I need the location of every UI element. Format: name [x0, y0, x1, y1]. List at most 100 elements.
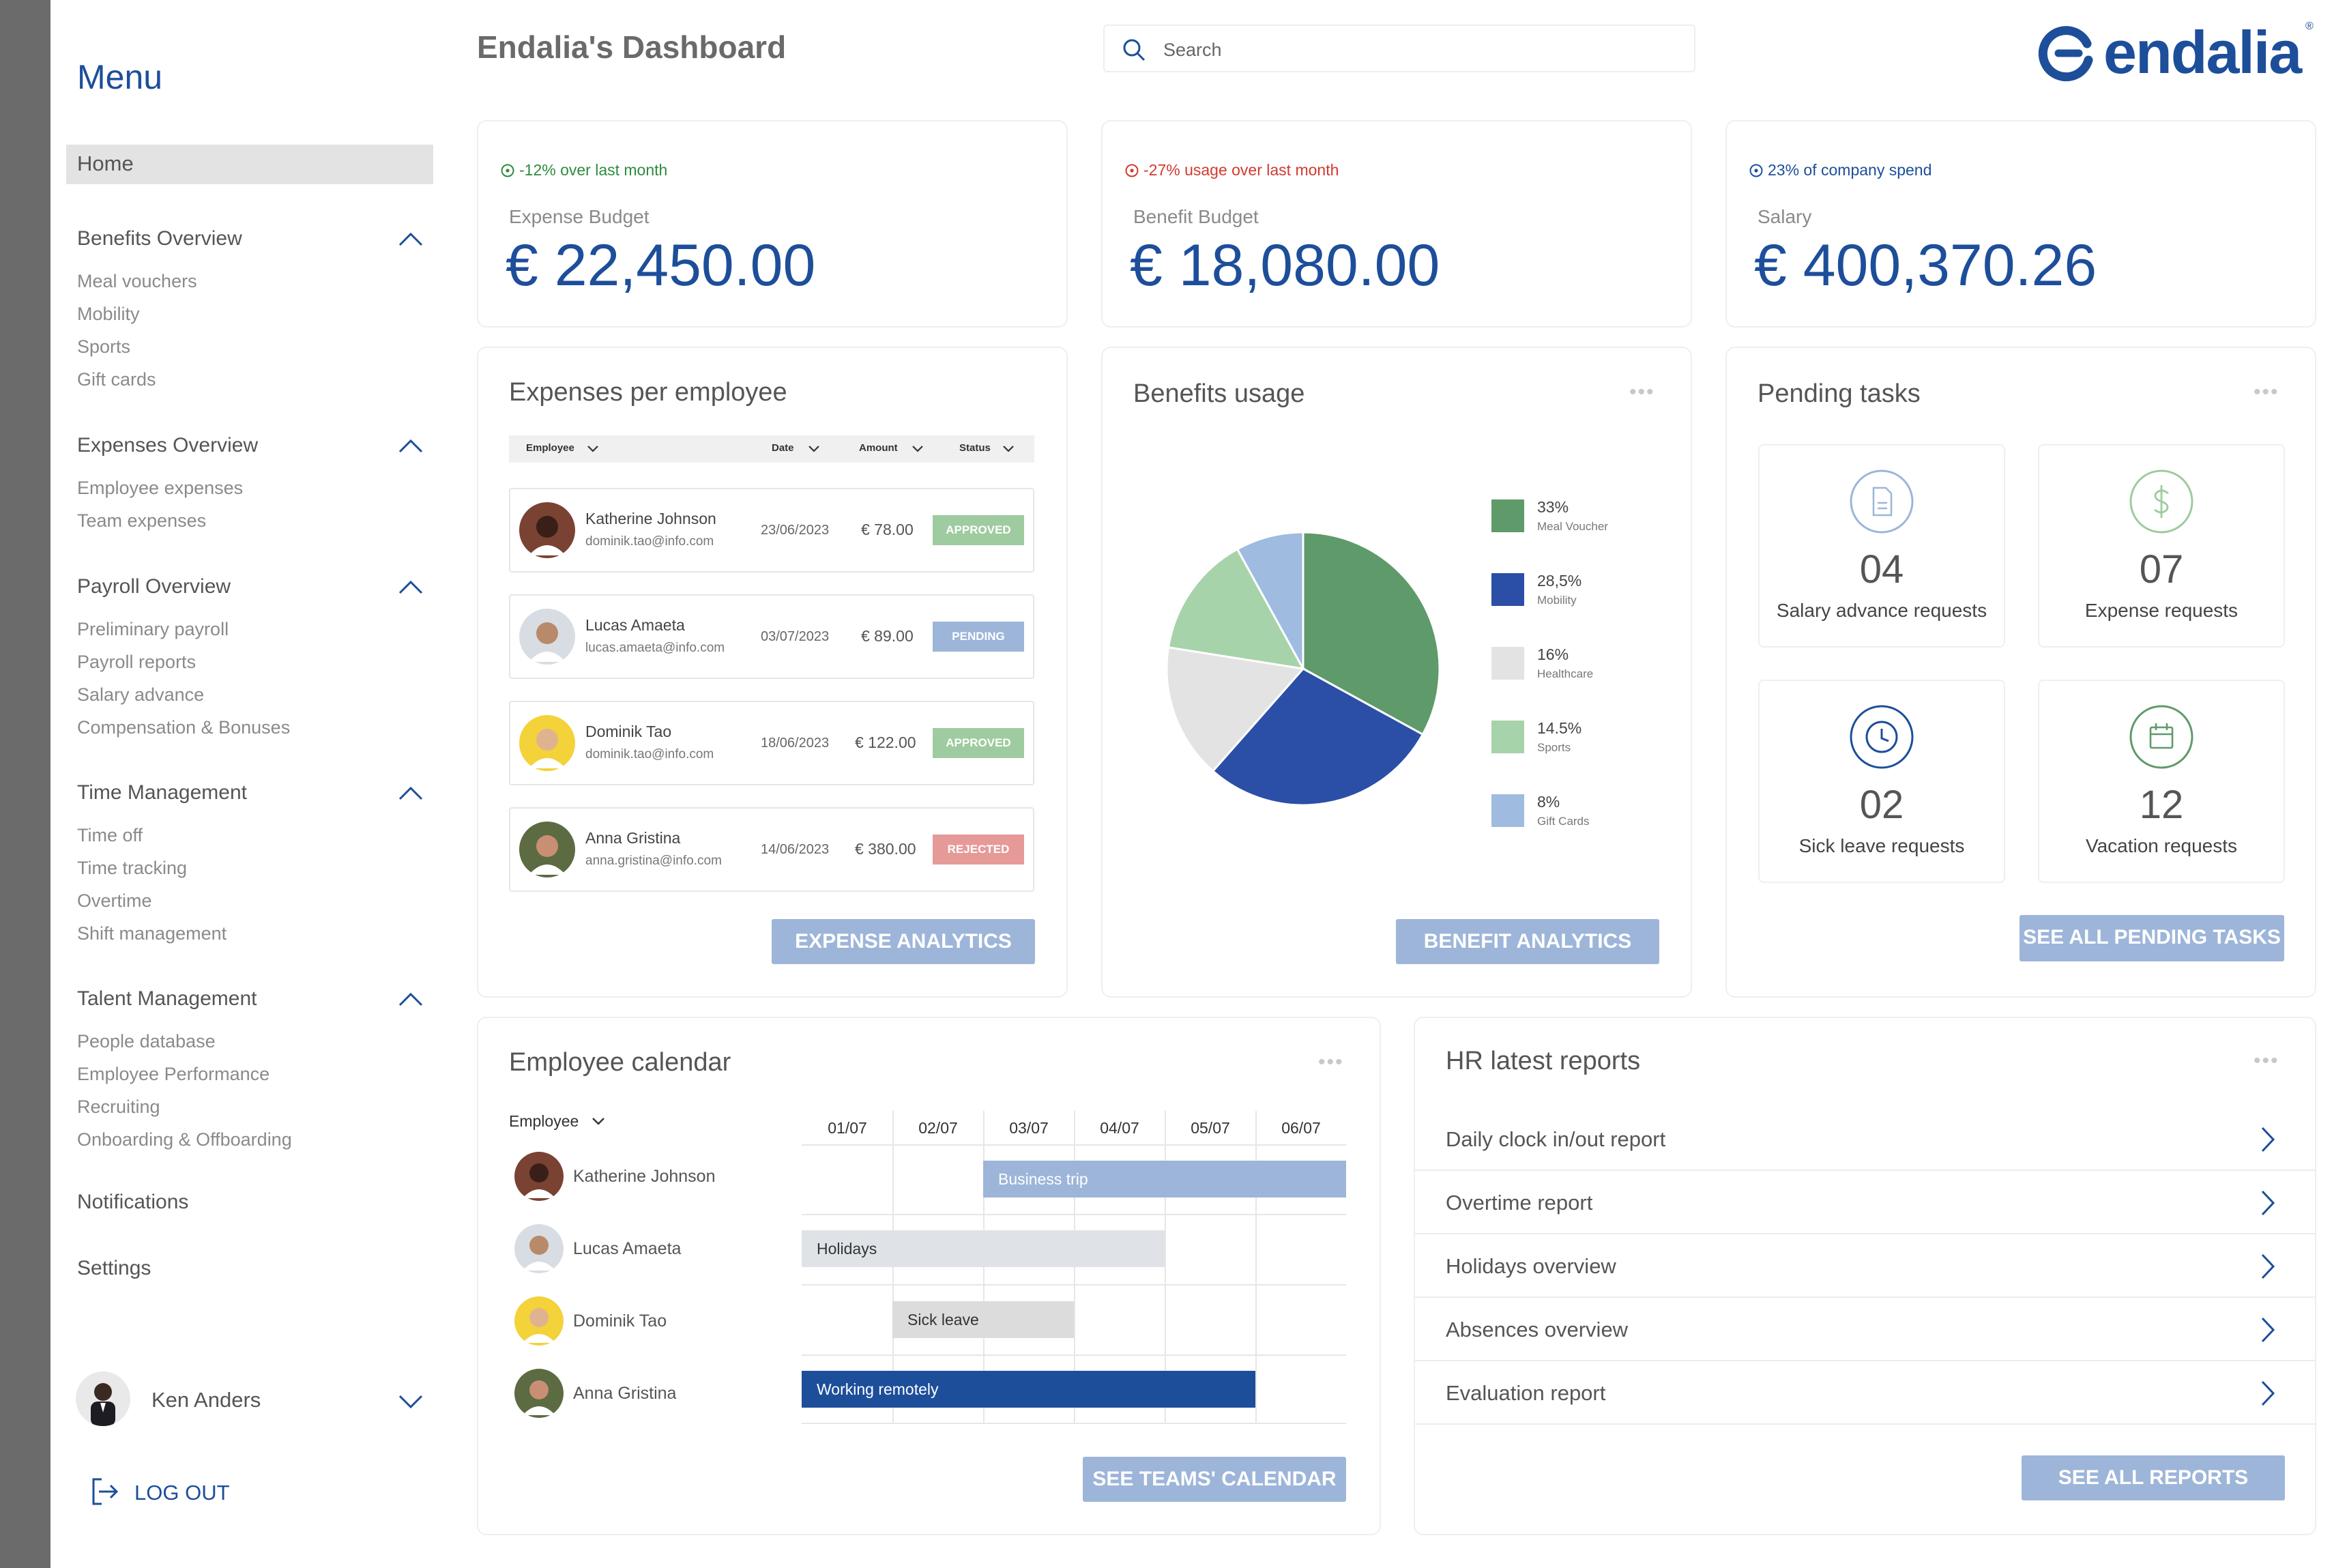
avatar [519, 822, 575, 877]
legend-swatch [1491, 794, 1524, 827]
sidebar-sub-item[interactable]: Preliminary payroll [77, 619, 229, 639]
status-badge: APPROVED [933, 728, 1024, 758]
sidebar-section-title[interactable]: Talent Management [77, 987, 257, 1010]
sidebar-section-title[interactable]: Payroll Overview [77, 575, 231, 598]
sidebar-sub-item[interactable]: People database [77, 1031, 216, 1051]
sidebar-sub-item[interactable]: Sports [77, 336, 131, 357]
avatar [514, 1224, 564, 1273]
see-all-pending-tasks-button[interactable]: SEE ALL PENDING TASKS [2020, 915, 2284, 961]
expense-amount: € 122.00 [855, 734, 916, 751]
search-input[interactable]: Search [1163, 40, 1222, 60]
logout-icon[interactable] [89, 1477, 121, 1507]
sidebar-sub-item[interactable]: Recruiting [77, 1097, 160, 1117]
table-header-cell[interactable]: Date [772, 442, 794, 454]
expense-date: 03/07/2023 [761, 629, 830, 644]
sidebar-sub-item[interactable]: Employee expenses [77, 478, 244, 498]
calendar-more-icon[interactable]: ••• [1318, 1051, 1344, 1073]
benefits-more-icon[interactable]: ••• [1629, 381, 1655, 403]
report-divider [1415, 1423, 2316, 1425]
legend-label: Gift Cards [1537, 815, 1590, 828]
chevron-up-icon[interactable] [397, 438, 424, 454]
chevron-down-icon[interactable] [586, 445, 600, 453]
table-header-cell[interactable]: Employee [526, 442, 574, 454]
expense-amount: € 89.00 [861, 627, 914, 645]
chevron-down-icon[interactable] [807, 445, 821, 453]
pending-tile[interactable] [1758, 444, 2005, 648]
kpi-label: Salary [1758, 206, 1812, 227]
chevron-right-icon[interactable] [2260, 1316, 2275, 1344]
hr-reports-card [1414, 1017, 2316, 1535]
search-bar[interactable]: Search [1103, 25, 1695, 72]
endalia-logo: endalia ® [2038, 18, 2316, 86]
sidebar-section-title[interactable]: Time Management [77, 781, 247, 804]
sidebar-sub-item[interactable]: Team expenses [77, 510, 207, 531]
legend-swatch [1491, 721, 1524, 753]
calendar-event-bar[interactable]: Working remotely [802, 1371, 1255, 1408]
report-item[interactable]: Evaluation report [1446, 1381, 1606, 1405]
sidebar-sub-item[interactable]: Meal vouchers [77, 271, 197, 291]
chevron-down-icon[interactable] [397, 1393, 424, 1410]
calendar-date-header: 01/07 [828, 1119, 867, 1137]
sidebar-sub-item[interactable]: Shift management [77, 923, 227, 944]
report-item[interactable]: Daily clock in/out report [1446, 1127, 1666, 1151]
calendar-date-header: 04/07 [1100, 1119, 1139, 1137]
pending-more-icon[interactable]: ••• [2254, 381, 2279, 403]
avatar [519, 502, 575, 558]
chevron-down-icon[interactable] [591, 1116, 606, 1126]
sidebar-sub-item[interactable]: Onboarding & Offboarding [77, 1129, 292, 1150]
table-header-cell[interactable]: Amount [859, 442, 898, 454]
calendar-column-divider [983, 1111, 985, 1423]
calendar-event-bar[interactable]: Sick leave [892, 1301, 1074, 1338]
chevron-up-icon[interactable] [397, 991, 424, 1008]
chevron-down-icon[interactable] [911, 445, 924, 453]
chevron-right-icon[interactable] [2260, 1126, 2275, 1153]
avatar [519, 609, 575, 665]
chevron-right-icon[interactable] [2260, 1380, 2275, 1407]
avatar [514, 1369, 564, 1418]
expenses-table-header [509, 435, 1034, 463]
sidebar-item-home[interactable]: Home [66, 145, 433, 184]
chevron-up-icon[interactable] [397, 231, 424, 248]
chevron-up-icon[interactable] [397, 579, 424, 596]
report-item[interactable]: Holidays overview [1446, 1254, 1616, 1278]
user-name[interactable]: Ken Anders [151, 1388, 261, 1412]
report-item[interactable]: Overtime report [1446, 1191, 1593, 1215]
calendar-event-bar[interactable]: Business trip [983, 1161, 1346, 1197]
legend-percent: 14.5% [1537, 719, 1582, 737]
chevron-right-icon[interactable] [2260, 1253, 2275, 1280]
benefit-analytics-button[interactable]: BENEFIT ANALYTICS [1396, 919, 1659, 964]
sidebar-sub-item[interactable]: Gift cards [77, 369, 156, 390]
chevron-down-icon[interactable] [1002, 445, 1015, 453]
chevron-right-icon[interactable] [2260, 1189, 2275, 1217]
sidebar-item-settings[interactable]: Settings [77, 1257, 151, 1279]
reports-more-icon[interactable]: ••• [2254, 1049, 2279, 1072]
expense-analytics-button[interactable]: EXPENSE ANALYTICS [772, 919, 1035, 964]
sidebar-sub-item[interactable]: Mobility [77, 304, 140, 324]
logout-button[interactable]: LOG OUT [134, 1481, 230, 1505]
see-all-reports-button[interactable]: SEE ALL REPORTS [2022, 1455, 2285, 1500]
sidebar-sub-item[interactable]: Time tracking [77, 858, 188, 878]
pending-tile[interactable] [2038, 444, 2285, 648]
see-teams-calendar-button[interactable]: SEE TEAMS' CALENDAR [1083, 1457, 1346, 1502]
sidebar-sub-item[interactable]: Overtime [77, 890, 152, 911]
pending-tile[interactable] [2038, 680, 2285, 883]
sidebar-sub-item[interactable]: Salary advance [77, 684, 205, 705]
calendar-employee-filter[interactable]: Employee [509, 1112, 579, 1130]
sidebar-section-title[interactable]: Expenses Overview [77, 434, 259, 456]
report-item[interactable]: Absences overview [1446, 1318, 1629, 1341]
pending-tile[interactable] [1758, 680, 2005, 883]
sidebar-sub-item[interactable]: Time off [77, 825, 143, 845]
sidebar-item-notifications[interactable]: Notifications [77, 1191, 189, 1213]
user-avatar[interactable] [76, 1371, 130, 1426]
calendar-event-bar[interactable]: Holidays [802, 1230, 1165, 1267]
chevron-up-icon[interactable] [397, 785, 424, 802]
sidebar-sub-item[interactable]: Employee Performance [77, 1064, 270, 1084]
sidebar-section-title[interactable]: Benefits Overview [77, 227, 242, 250]
pending-count: 12 [2139, 783, 2184, 827]
sidebar-sub-item[interactable]: Compensation & Bonuses [77, 717, 291, 738]
kpi-label: Expense Budget [509, 206, 650, 227]
table-header-cell[interactable]: Status [959, 442, 991, 454]
employee-email: dominik.tao@info.com [585, 534, 714, 549]
sidebar-sub-item[interactable]: Payroll reports [77, 652, 196, 672]
search-icon [1123, 39, 1146, 61]
